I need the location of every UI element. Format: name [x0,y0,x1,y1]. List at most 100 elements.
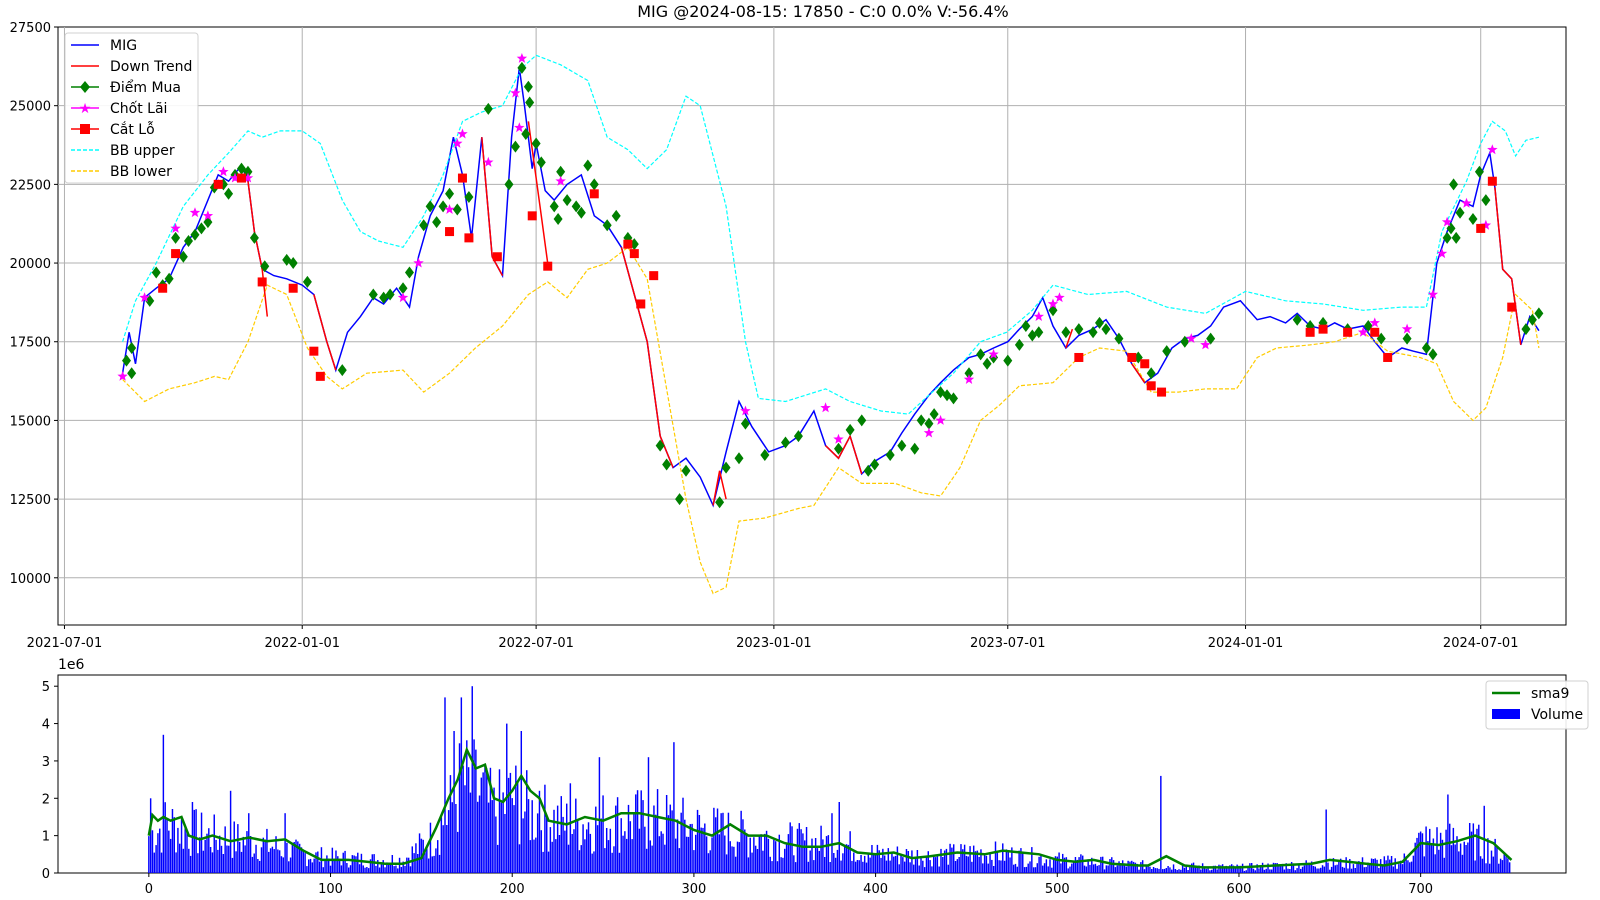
volume-bar [1136,863,1138,873]
volume-bar [673,742,675,873]
buy-marker [589,178,599,191]
legend-entry-volume: Volume [1492,707,1583,723]
volume-bar [874,853,877,873]
stop-loss-marker [315,371,325,381]
price-xtick-label: 2022-07-01 [498,636,574,651]
down-trend-segment [825,434,863,475]
volume-bar [446,825,448,873]
buy-marker [445,187,455,200]
buy-marker [127,367,137,380]
volume-bar [676,819,679,873]
down-trend-segment [712,470,727,506]
volume-bar [1249,863,1251,873]
volume-bar [974,851,977,873]
volume-bar [358,864,361,873]
take-profit-marker [170,222,181,233]
buy-marker [571,200,581,213]
volume-bar [1038,856,1040,873]
buy-marker [1428,348,1438,361]
volume-bar [180,819,183,873]
volume-bar [749,837,751,873]
volume-bar [1189,865,1191,873]
volume-bar [460,697,463,873]
volume-bar [696,809,699,873]
stop-loss-marker [589,189,599,199]
buy-marker [517,61,527,74]
volume-bar [1247,866,1249,873]
volume-bar [1054,856,1057,873]
volume-bar [622,835,624,873]
volume-bar [1341,866,1344,873]
volume-bar [464,785,466,873]
volume-bar [567,844,570,873]
volume-bar [853,852,855,873]
volume-bar [164,802,166,873]
volume-bar [1423,856,1426,873]
volume-bar [644,826,646,873]
volume-bar [1138,869,1140,873]
buy-marker [224,187,234,200]
take-profit-marker [1461,197,1472,208]
volume-bar [1031,847,1033,873]
buy-marker [1061,326,1071,339]
volume-bar [1091,857,1093,873]
buy-marker [1449,178,1459,191]
volume-bar [1439,832,1442,873]
volume-bar [295,839,297,873]
volume-bar [991,859,993,873]
volume-bar [645,848,648,873]
volume-bar [1191,863,1193,873]
volume-bar [1152,867,1155,873]
volume-bar [598,757,601,873]
buy-marker [910,442,920,455]
buy-marker [929,408,939,421]
volume-bar [1034,867,1037,873]
volume-bar [1260,865,1262,873]
volume-bar [551,841,553,873]
volume-bar [734,856,737,873]
volume-bar [1011,847,1013,873]
volume-bar [1496,845,1498,873]
buy-marker [1421,342,1431,355]
take-profit-marker [242,172,254,183]
volume-bar [1436,827,1438,873]
volume-bar [393,866,395,873]
buy-marker [740,417,750,430]
buy-marker [924,417,934,430]
volume-bar [384,867,386,873]
volume-bar [429,822,432,873]
volume-bar [275,836,277,873]
volume-bar [502,792,504,873]
take-profit-marker [229,172,241,183]
volume-bar [1234,868,1237,873]
volume-sma9 [147,746,1513,869]
volume-bar [1370,858,1373,873]
take-profit-marker [457,128,468,139]
volume-bar [1298,863,1300,873]
volume-bar [427,858,430,873]
volume-bar [309,858,312,873]
legend-entry-sma9: sma9 [1492,686,1569,702]
volume-bar [718,834,721,873]
volume-bar [1132,861,1135,873]
volume-bar [1338,861,1340,873]
volume-bar [704,823,706,873]
volume-bar [257,859,259,873]
volume-bar [402,861,404,873]
legend-label-sma9: sma9 [1531,686,1569,702]
legend-label-volume: Volume [1531,707,1583,723]
volume-bar [346,863,348,873]
stop-loss-marker [309,346,319,356]
volume-bar [453,731,455,873]
volume-bar [1216,869,1218,873]
chart-title: MIG @2024-08-15: 17850 - C:0 0.0% V:-56.… [637,2,1009,21]
volume-bar [936,854,939,873]
volume-bar [549,827,552,873]
volume-bar [607,840,610,873]
volume-bar [575,798,577,873]
volume-bar [282,857,285,873]
volume-bar [513,805,515,873]
volume-bar [218,835,221,873]
volume-bar [435,848,437,873]
volume-bar [951,847,953,873]
